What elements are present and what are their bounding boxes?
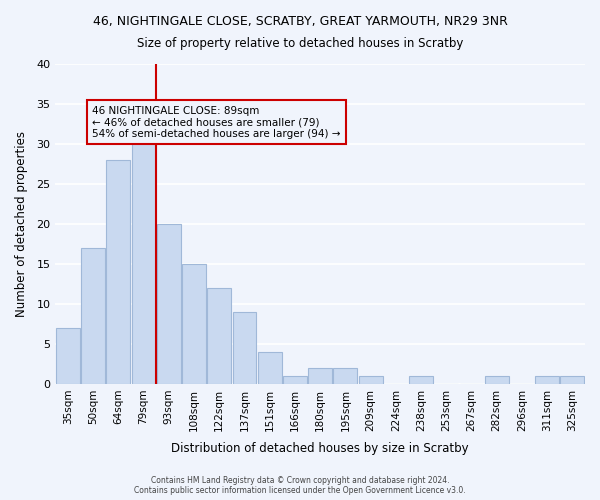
Bar bbox=[359, 376, 383, 384]
Bar bbox=[182, 264, 206, 384]
Bar bbox=[207, 288, 231, 384]
Y-axis label: Number of detached properties: Number of detached properties bbox=[15, 131, 28, 317]
Bar bbox=[560, 376, 584, 384]
Bar bbox=[131, 120, 155, 384]
Bar bbox=[308, 368, 332, 384]
Text: 46 NIGHTINGALE CLOSE: 89sqm
← 46% of detached houses are smaller (79)
54% of sem: 46 NIGHTINGALE CLOSE: 89sqm ← 46% of det… bbox=[92, 106, 341, 139]
Bar bbox=[409, 376, 433, 384]
Bar bbox=[56, 328, 80, 384]
Bar bbox=[258, 352, 281, 384]
Bar bbox=[106, 160, 130, 384]
Bar bbox=[334, 368, 358, 384]
Bar bbox=[233, 312, 256, 384]
Bar bbox=[81, 248, 105, 384]
Bar bbox=[535, 376, 559, 384]
Text: Contains HM Land Registry data © Crown copyright and database right 2024.
Contai: Contains HM Land Registry data © Crown c… bbox=[134, 476, 466, 495]
Text: 46, NIGHTINGALE CLOSE, SCRATBY, GREAT YARMOUTH, NR29 3NR: 46, NIGHTINGALE CLOSE, SCRATBY, GREAT YA… bbox=[92, 15, 508, 28]
Bar bbox=[283, 376, 307, 384]
Bar bbox=[157, 224, 181, 384]
X-axis label: Distribution of detached houses by size in Scratby: Distribution of detached houses by size … bbox=[172, 442, 469, 455]
Bar bbox=[485, 376, 509, 384]
Text: Size of property relative to detached houses in Scratby: Size of property relative to detached ho… bbox=[137, 38, 463, 51]
